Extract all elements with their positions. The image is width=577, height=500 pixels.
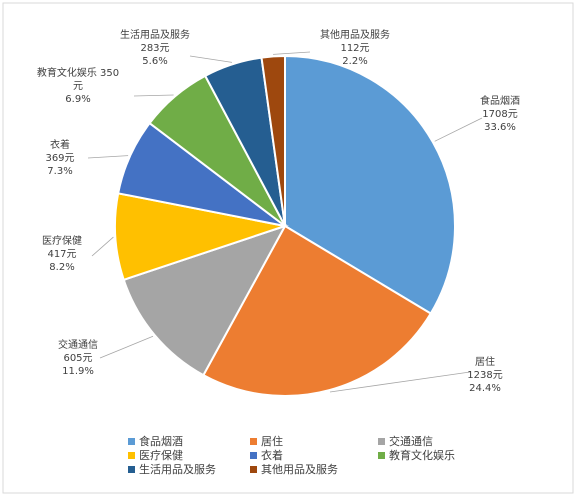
legend-item-0: 食品烟酒 xyxy=(128,434,183,448)
data-label-4: 衣着 369元 7.3% xyxy=(45,138,74,177)
legend-swatch-2 xyxy=(378,438,385,445)
legend-label-1: 居住 xyxy=(261,434,283,448)
legend-swatch-0 xyxy=(128,438,135,445)
legend-item-2: 交通通信 xyxy=(378,434,433,448)
pie-slice-1 xyxy=(202,224,433,397)
data-label-1: 居住 1238元 24.4% xyxy=(467,355,502,394)
leader-line-6 xyxy=(189,55,233,63)
legend-item-7: 其他用品及服务 xyxy=(250,463,338,476)
data-label-5: 教育文化娱乐 350 元 6.9% xyxy=(37,66,119,105)
legend-label-0: 食品烟酒 xyxy=(139,434,183,448)
legend-label-4: 衣着 xyxy=(261,448,283,462)
legend-label-3: 医疗保健 xyxy=(139,448,183,462)
data-label-3: 医疗保健 417元 8.2% xyxy=(42,234,82,273)
pie-slice-0 xyxy=(284,54,456,315)
legend-swatch-7 xyxy=(250,466,257,473)
pie-slice-3 xyxy=(114,192,289,282)
leader-line-0 xyxy=(434,117,483,142)
data-label-0: 食品烟酒 1708元 33.6% xyxy=(480,94,520,133)
legend-label-7: 其他用品及服务 xyxy=(261,463,338,476)
legend-label-6: 生活用品及服务 xyxy=(139,462,216,476)
pie-slice-7 xyxy=(260,54,286,227)
leader-lines xyxy=(87,51,483,393)
legend-item-4: 衣着 xyxy=(250,448,283,462)
pie-slices xyxy=(114,54,456,397)
leader-line-3 xyxy=(91,236,114,257)
legend-swatch-5 xyxy=(378,452,385,459)
data-label-2: 交通通信 605元 11.9% xyxy=(58,338,98,377)
leader-line-4 xyxy=(87,155,129,159)
legend-item-5: 教育文化娱乐 xyxy=(378,448,455,462)
legend-swatch-1 xyxy=(250,438,257,445)
legend-item-6: 生活用品及服务 xyxy=(128,462,216,476)
legend-swatch-3 xyxy=(128,452,135,459)
leader-line-2 xyxy=(99,335,154,359)
leader-line-7 xyxy=(273,51,311,55)
data-label-7: 其他用品及服务 112元 2.2% xyxy=(320,28,390,67)
data-label-6: 生活用品及服务 283元 5.6% xyxy=(120,28,190,67)
data-labels: 食品烟酒 1708元 33.6% 居住 1238元 24.4% 交通通信 605元 11.9% 医… xyxy=(37,28,520,394)
leader-line-5 xyxy=(133,94,174,97)
chart-area-border xyxy=(2,2,574,494)
legend-item-3: 医疗保健 xyxy=(128,448,183,462)
legend-item-1: 居住 xyxy=(250,434,283,448)
legend-label-2: 交通通信 xyxy=(389,434,433,448)
leader-line-1 xyxy=(329,371,471,393)
pie-slice-2 xyxy=(122,224,288,377)
legend-swatch-4 xyxy=(250,452,257,459)
legend-label-5: 教育文化娱乐 xyxy=(389,448,455,462)
legend-swatch-6 xyxy=(128,466,135,473)
